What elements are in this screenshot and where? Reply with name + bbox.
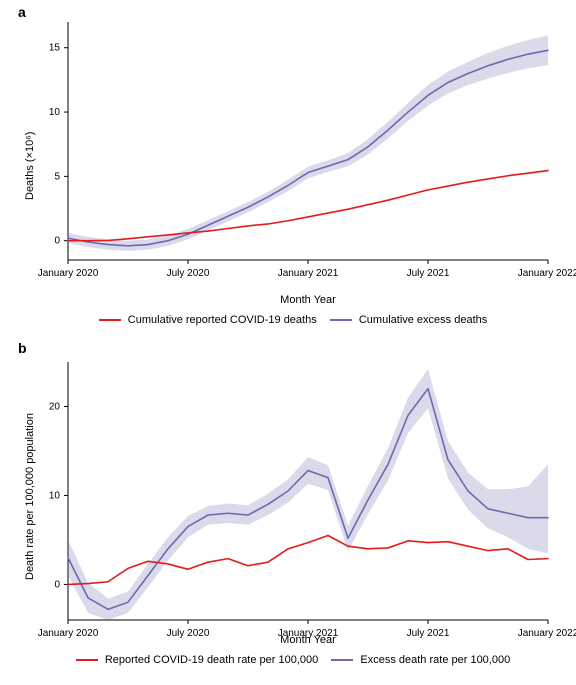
figure: a 051015January 2020July 2020January 202…: [0, 0, 576, 685]
legend-label-reported-b: Reported COVID-19 death rate per 100,000: [105, 654, 318, 666]
y-axis-title-b: Death rate per 100,000 population: [24, 413, 36, 580]
svg-text:10: 10: [49, 490, 61, 501]
legend-swatch-reported-b: [76, 659, 98, 661]
legend-b: Reported COVID-19 death rate per 100,000…: [0, 654, 576, 666]
svg-text:0: 0: [54, 579, 60, 590]
chart-b: 01020January 2020July 2020January 2021Ju…: [0, 0, 576, 660]
svg-text:20: 20: [49, 401, 61, 412]
legend-label-excess-b: Excess death rate per 100,000: [360, 654, 510, 666]
legend-swatch-excess-b: [331, 659, 353, 661]
x-axis-title-b: Month Year: [68, 634, 548, 646]
